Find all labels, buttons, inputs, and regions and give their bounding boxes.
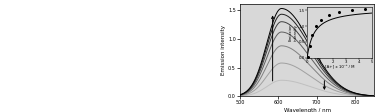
Y-axis label: Emission intensity: Emission intensity	[221, 25, 226, 75]
X-axis label: Wavelength / nm: Wavelength / nm	[284, 108, 331, 112]
